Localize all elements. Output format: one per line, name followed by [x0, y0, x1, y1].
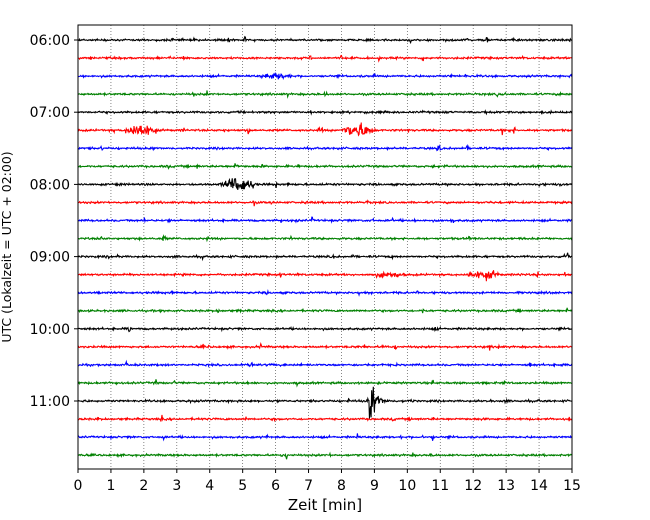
x-axis-label: Zeit [min] — [288, 496, 362, 514]
seismogram-trace — [77, 325, 573, 333]
seismogram-trace — [77, 359, 573, 368]
seismogram-trace — [77, 307, 573, 314]
x-tick-label: 5 — [238, 478, 247, 494]
grid-lines — [110, 25, 540, 469]
y-axis-ticks: 06:00 07:00 08:00 09:00 10:00 11:00 — [30, 33, 78, 410]
seismogram-trace — [77, 71, 573, 81]
x-tick-label: 13 — [497, 478, 515, 494]
y-tick-label: 11:00 — [30, 394, 70, 410]
x-tick-label: 14 — [530, 478, 548, 494]
x-tick-label: 9 — [370, 478, 379, 494]
x-tick-label: 3 — [172, 478, 181, 494]
seismogram-trace — [77, 379, 573, 388]
seismogram-trace — [77, 35, 573, 45]
seismogram-trace — [77, 414, 573, 423]
seismogram-trace — [77, 143, 573, 152]
seismogram-trace — [77, 252, 573, 262]
seismogram-trace — [77, 109, 573, 116]
x-tick-label: 1 — [106, 478, 115, 494]
plot-frame — [77, 24, 573, 470]
x-tick-label: 7 — [304, 478, 313, 494]
seismogram-trace — [77, 199, 573, 207]
y-tick-label: 06:00 — [30, 33, 70, 49]
seismogram-trace — [77, 163, 573, 170]
x-tick-label: 12 — [464, 478, 482, 494]
y-axis-label: UTC (Lokalzeit = UTC + 02:00) — [0, 151, 14, 342]
x-tick-label: 15 — [563, 478, 581, 494]
seismogram-trace — [77, 90, 573, 99]
seismogram-traces — [77, 35, 573, 460]
y-tick-label: 07:00 — [30, 105, 70, 121]
seismogram-trace — [77, 177, 573, 190]
seismogram-trace — [77, 386, 573, 419]
seismogram-trace — [77, 433, 573, 442]
x-tick-label: 11 — [431, 478, 449, 494]
x-tick-label: 6 — [271, 478, 280, 494]
y-tick-label: 09:00 — [30, 250, 70, 266]
seismogram-trace — [77, 216, 573, 224]
seismogram-trace — [77, 288, 573, 297]
y-tick-label: 10:00 — [30, 322, 70, 338]
seismogram-trace — [77, 122, 573, 137]
x-axis-ticks: 0 1 2 3 4 5 6 7 8 9 10 11 12 13 14 15 — [74, 469, 581, 494]
x-tick-label: 0 — [74, 478, 83, 494]
seismogram-trace — [77, 270, 573, 282]
x-tick-label: 10 — [398, 478, 416, 494]
y-tick-label: 08:00 — [30, 177, 70, 193]
x-tick-label: 8 — [337, 478, 346, 494]
x-tick-label: 2 — [139, 478, 148, 494]
x-tick-label: 4 — [205, 478, 214, 494]
seismogram-trace — [77, 234, 573, 243]
seismogram-trace — [77, 451, 573, 460]
seismogram-trace — [77, 342, 573, 351]
seismogram-trace — [77, 54, 573, 63]
